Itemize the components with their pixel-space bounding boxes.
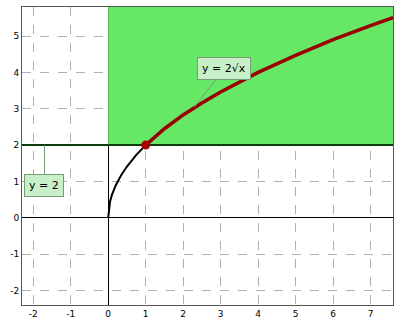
svg-text:5: 5 [13, 31, 19, 41]
svg-text:3: 3 [218, 309, 224, 319]
svg-text:y = 2: y = 2 [29, 179, 59, 192]
svg-text:6: 6 [330, 309, 336, 319]
svg-text:4: 4 [255, 309, 261, 319]
svg-text:5: 5 [293, 309, 299, 319]
svg-text:2: 2 [180, 309, 186, 319]
svg-text:0: 0 [105, 309, 111, 319]
svg-text:2: 2 [13, 140, 19, 150]
svg-text:-2: -2 [29, 309, 38, 319]
svg-text:-1: -1 [66, 309, 75, 319]
svg-text:3: 3 [13, 104, 19, 114]
svg-text:0: 0 [13, 213, 19, 223]
svg-text:-2: -2 [10, 286, 19, 296]
svg-text:1: 1 [13, 177, 19, 187]
svg-text:4: 4 [13, 68, 19, 78]
svg-text:1: 1 [143, 309, 149, 319]
svg-text:7: 7 [368, 309, 374, 319]
svg-text:-1: -1 [10, 249, 19, 259]
svg-text:y = 2√x: y = 2√x [202, 62, 246, 75]
